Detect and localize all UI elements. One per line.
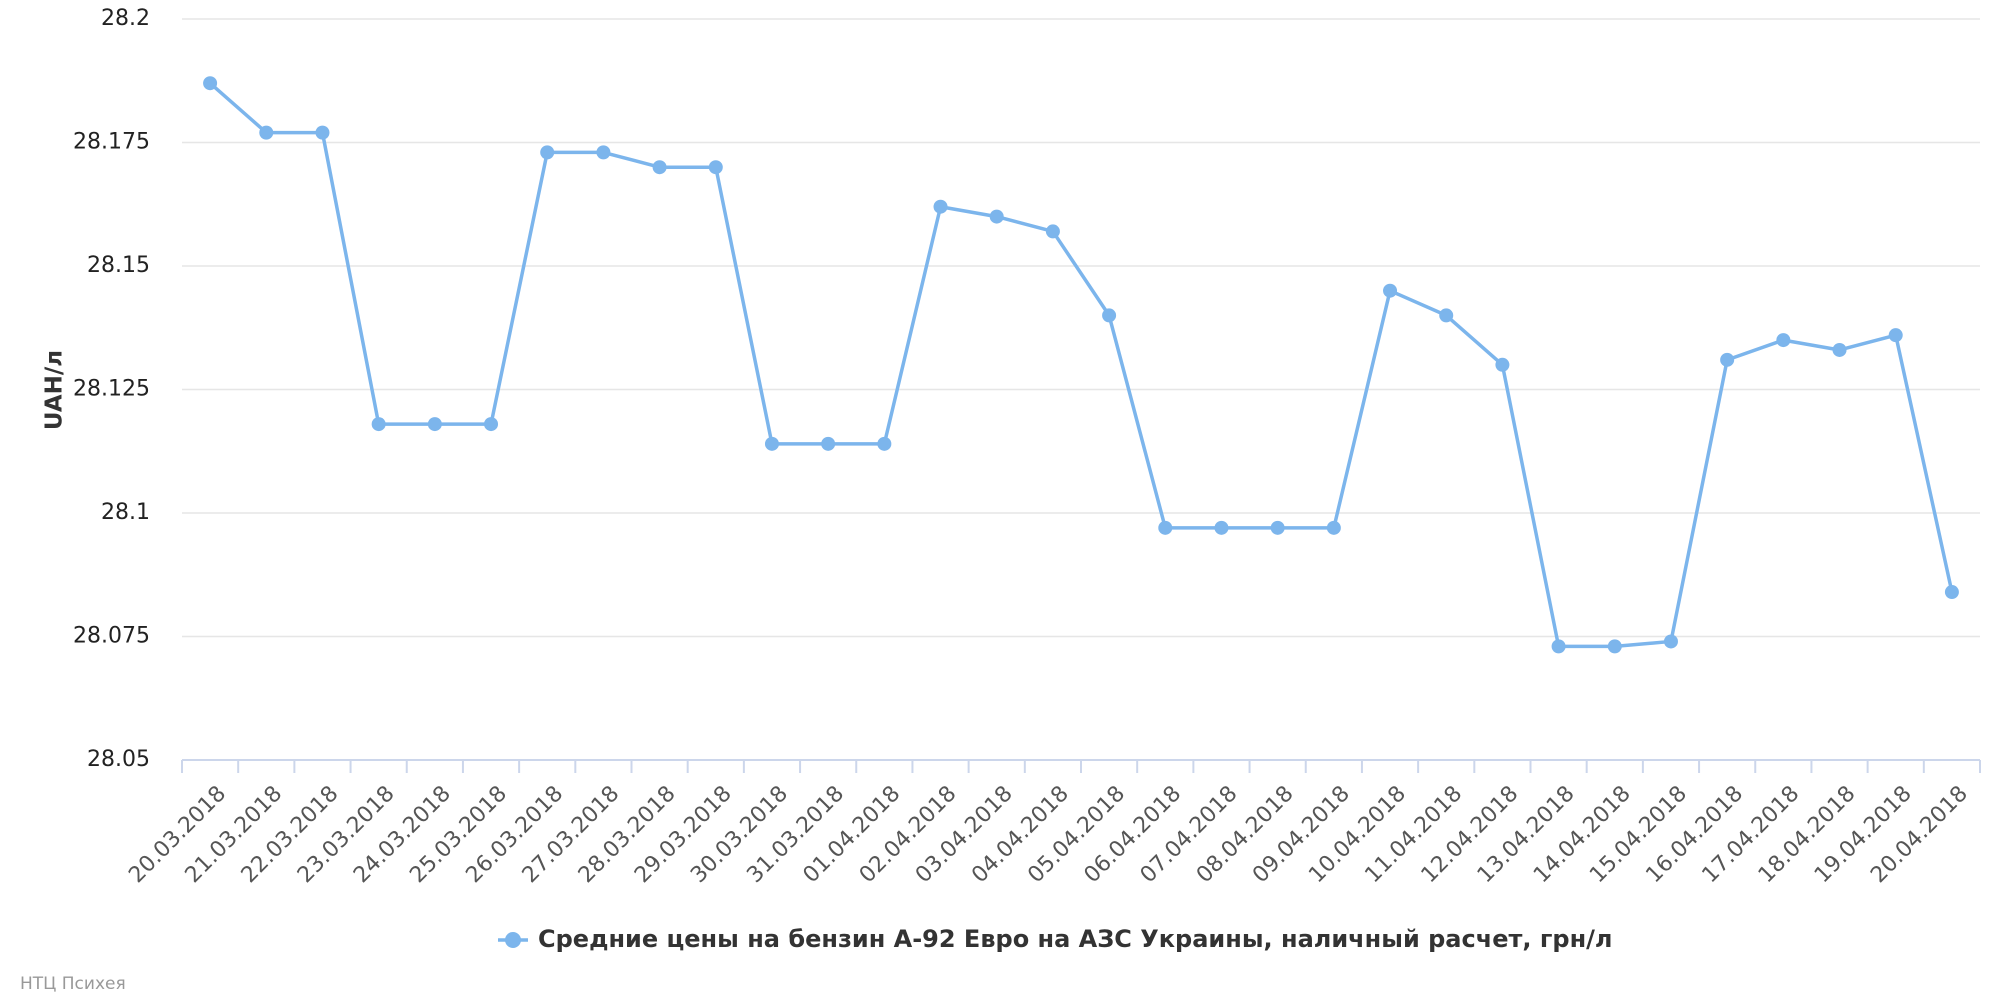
data-point: [764, 436, 779, 451]
data-point: [203, 76, 218, 91]
y-tick-label: 28.2: [101, 6, 150, 31]
data-point: [821, 436, 836, 451]
legend-label: Средние цены на бензин А-92 Евро на АЗС …: [538, 925, 1613, 953]
y-tick-label: 28.15: [87, 253, 150, 278]
y-tick-label: 28.1: [101, 500, 150, 525]
data-point: [540, 145, 555, 160]
data-point: [877, 436, 892, 451]
y-tick-label: 28.05: [87, 747, 150, 772]
data-point: [1439, 308, 1454, 323]
data-point: [1102, 308, 1117, 323]
y-tick-label: 28.075: [73, 624, 150, 649]
data-point: [1326, 520, 1341, 535]
legend-marker: [505, 932, 521, 948]
data-point: [1607, 639, 1622, 654]
data-point: [1888, 328, 1903, 343]
line: [208, 81, 1954, 649]
data-point: [1270, 520, 1285, 535]
legend[interactable]: Средние цены на бензин А-92 Евро на АЗС …: [498, 925, 1613, 953]
y-axis-label: UAH/л: [42, 350, 68, 430]
data-point: [1045, 224, 1060, 239]
data-point: [1214, 520, 1229, 535]
data-point: [427, 417, 442, 432]
data-point: [1551, 639, 1566, 654]
data-point: [596, 145, 611, 160]
data-point: [259, 125, 274, 140]
y-tick-label: 28.175: [73, 130, 150, 155]
data-point: [1776, 333, 1791, 348]
data-point: [1495, 357, 1510, 372]
data-point: [484, 417, 499, 432]
data-point: [371, 417, 386, 432]
data-point: [1832, 342, 1847, 357]
data-point: [989, 209, 1004, 224]
data-point: [652, 160, 667, 175]
data-point: [1663, 634, 1678, 649]
data-point: [1158, 520, 1173, 535]
data-point: [1944, 585, 1959, 600]
data-point: [933, 199, 948, 214]
y-tick-label: 28.125: [73, 377, 150, 402]
data-point: [1720, 352, 1735, 367]
data-point: [1383, 283, 1398, 298]
credit[interactable]: НТЦ Психея: [20, 974, 126, 994]
data-point: [708, 160, 723, 175]
data-point: [315, 125, 330, 140]
